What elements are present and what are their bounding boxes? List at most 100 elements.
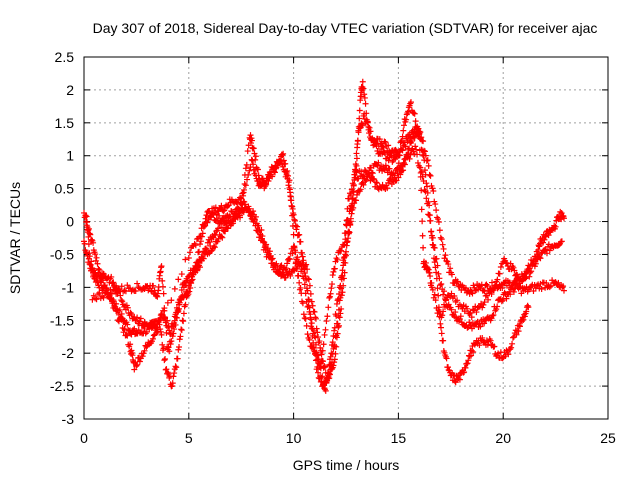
data-point bbox=[319, 373, 326, 380]
data-point bbox=[254, 166, 261, 173]
data-point bbox=[242, 165, 249, 172]
data-point bbox=[382, 139, 389, 146]
data-point bbox=[153, 324, 160, 331]
data-point bbox=[373, 140, 380, 147]
data-point bbox=[134, 314, 141, 321]
data-point bbox=[210, 243, 217, 250]
data-point bbox=[314, 356, 321, 363]
data-point bbox=[423, 195, 430, 202]
data-point bbox=[212, 204, 219, 211]
data-point bbox=[185, 254, 192, 261]
data-point bbox=[240, 192, 247, 199]
data-point bbox=[306, 304, 313, 311]
data-point bbox=[545, 232, 552, 239]
data-point bbox=[304, 331, 311, 338]
data-point bbox=[182, 301, 189, 308]
data-point bbox=[199, 230, 206, 237]
data-point bbox=[406, 155, 413, 162]
x-tick-label: 0 bbox=[80, 430, 88, 446]
data-point bbox=[323, 318, 330, 325]
data-point bbox=[215, 225, 222, 232]
data-point bbox=[352, 166, 359, 173]
data-point bbox=[376, 136, 383, 143]
data-point bbox=[299, 300, 306, 307]
data-point bbox=[345, 235, 352, 242]
data-point bbox=[211, 231, 218, 238]
data-point bbox=[412, 143, 419, 150]
data-point bbox=[294, 254, 301, 261]
data-point bbox=[159, 283, 166, 290]
data-point bbox=[331, 327, 338, 334]
data-point bbox=[282, 160, 289, 167]
data-point bbox=[491, 343, 498, 350]
data-point bbox=[520, 316, 527, 323]
data-point bbox=[137, 315, 144, 322]
data-point bbox=[399, 133, 406, 140]
data-point bbox=[560, 215, 567, 222]
data-point bbox=[178, 271, 185, 278]
data-point bbox=[120, 329, 127, 336]
data-point bbox=[559, 284, 566, 291]
data-point bbox=[400, 167, 407, 174]
data-point bbox=[320, 381, 327, 388]
data-point bbox=[503, 295, 510, 302]
data-point bbox=[252, 156, 259, 163]
data-point bbox=[479, 334, 486, 341]
data-point bbox=[286, 177, 293, 184]
data-point bbox=[287, 189, 294, 196]
data-point bbox=[476, 342, 483, 349]
data-point bbox=[343, 248, 349, 255]
data-point bbox=[237, 194, 244, 201]
data-point bbox=[118, 297, 125, 304]
data-point bbox=[312, 334, 319, 341]
y-tick-label: 1.5 bbox=[55, 115, 75, 131]
data-point bbox=[240, 186, 247, 193]
data-point bbox=[124, 332, 131, 339]
data-point bbox=[93, 296, 100, 303]
data-point bbox=[424, 189, 431, 196]
data-point bbox=[244, 176, 251, 183]
data-point bbox=[306, 282, 313, 289]
data-point bbox=[96, 284, 103, 291]
data-point bbox=[424, 183, 431, 190]
data-point bbox=[179, 317, 186, 324]
data-point bbox=[111, 302, 118, 309]
data-point bbox=[192, 262, 199, 269]
data-point bbox=[261, 180, 268, 187]
data-point bbox=[417, 136, 424, 143]
data-point bbox=[279, 152, 286, 159]
data-point bbox=[353, 150, 360, 157]
data-point bbox=[405, 108, 412, 115]
data-point bbox=[425, 162, 432, 169]
data-point bbox=[362, 100, 369, 107]
data-point bbox=[251, 216, 258, 223]
data-point bbox=[84, 219, 91, 226]
data-point bbox=[425, 198, 432, 205]
data-point bbox=[448, 306, 455, 313]
data-point bbox=[302, 315, 309, 322]
data-point bbox=[297, 261, 304, 268]
data-point bbox=[437, 320, 444, 327]
data-point bbox=[481, 299, 488, 306]
data-point bbox=[342, 230, 349, 237]
data-point bbox=[454, 278, 461, 285]
data-point bbox=[124, 282, 131, 289]
data-point bbox=[301, 269, 308, 276]
data-point bbox=[423, 180, 430, 187]
data-point bbox=[358, 93, 365, 100]
data-point bbox=[442, 297, 449, 304]
data-point bbox=[224, 225, 231, 232]
data-point bbox=[347, 191, 354, 198]
data-point bbox=[173, 364, 180, 371]
data-point bbox=[252, 153, 259, 160]
data-point bbox=[322, 326, 329, 333]
data-point bbox=[394, 170, 401, 177]
data-point bbox=[309, 344, 316, 351]
data-point bbox=[375, 159, 382, 166]
data-point bbox=[230, 220, 237, 227]
data-point bbox=[429, 185, 436, 192]
grid-lines bbox=[84, 57, 608, 419]
data-point bbox=[431, 259, 438, 266]
data-point bbox=[139, 353, 146, 360]
